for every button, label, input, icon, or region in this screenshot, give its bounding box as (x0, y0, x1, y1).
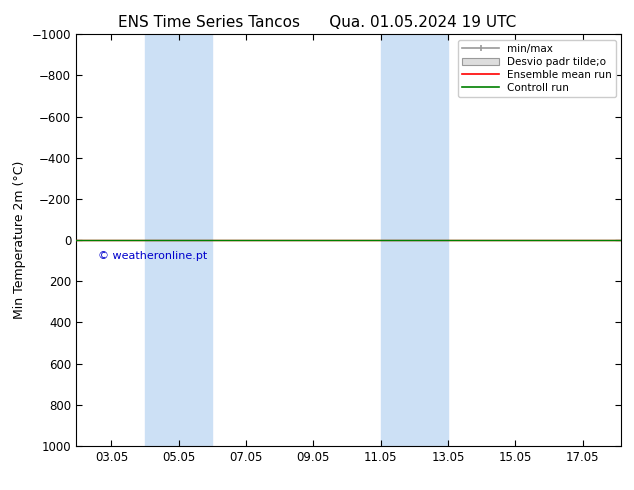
Text: © weatheronline.pt: © weatheronline.pt (98, 251, 207, 262)
Bar (380, 34, 448, 446)
Bar (145, 34, 212, 446)
Y-axis label: Min Temperature 2m (°C): Min Temperature 2m (°C) (13, 161, 26, 319)
Text: ENS Time Series Tancos      Qua. 01.05.2024 19 UTC: ENS Time Series Tancos Qua. 01.05.2024 1… (118, 15, 516, 30)
Legend: min/max, Desvio padr tilde;o, Ensemble mean run, Controll run: min/max, Desvio padr tilde;o, Ensemble m… (458, 40, 616, 97)
